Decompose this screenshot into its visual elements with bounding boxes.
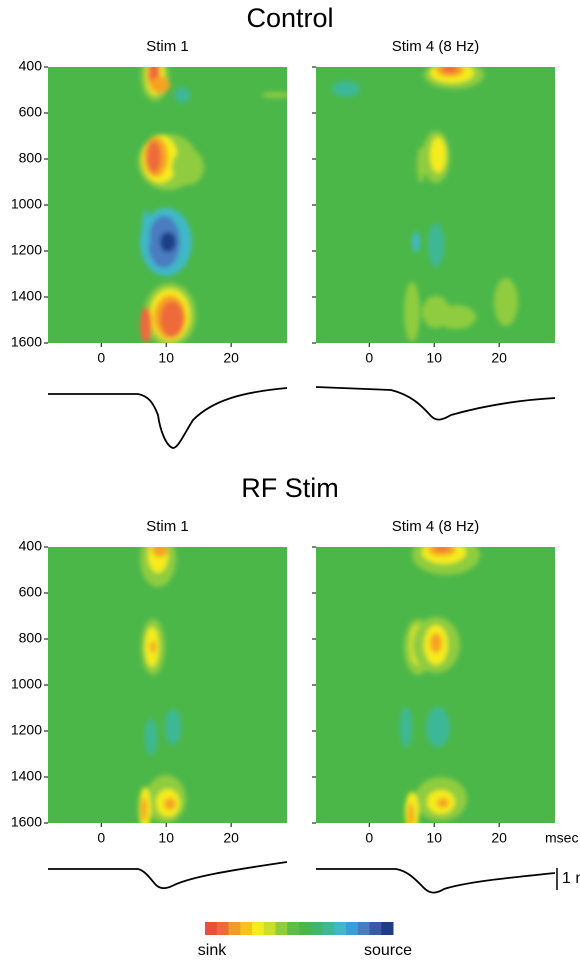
contour-field [150, 77, 170, 93]
y-tick-label: 1400 [11, 768, 42, 784]
panel-title: Stim 1 [146, 38, 189, 55]
scale-bar-label: 1 mV [562, 870, 580, 887]
colorbar-swatch [263, 922, 276, 935]
colorbar-swatch [240, 922, 253, 935]
x-tick-label: 20 [491, 830, 507, 846]
contour-fields [400, 547, 480, 823]
panel-title: Stim 4 (8 Hz) [392, 38, 480, 55]
contour-field [430, 633, 442, 653]
contour-field [434, 547, 450, 551]
contour-field [404, 282, 420, 342]
contour-field [160, 232, 176, 252]
colorbar-swatch [381, 922, 394, 935]
y-tick-label: 800 [19, 150, 43, 166]
x-tick-label: 20 [491, 350, 507, 366]
y-tick-label: 1200 [11, 242, 42, 258]
y-tick-label: 400 [19, 538, 43, 554]
contour-field [412, 232, 420, 252]
y-tick-label: 1200 [11, 722, 42, 738]
y-tick-label: 1600 [11, 334, 42, 350]
panel-title: Stim 1 [146, 518, 189, 535]
contour-field [141, 797, 147, 821]
contour-field [147, 141, 161, 173]
colorbar-swatch [357, 922, 370, 935]
contour-field [437, 798, 449, 808]
colorbar-swatch [310, 922, 323, 935]
x-tick-label: 20 [223, 350, 239, 366]
contour-field [152, 547, 168, 557]
contour-field [142, 210, 150, 254]
contour-field [140, 307, 152, 343]
x-tick-label: 10 [158, 350, 174, 366]
colorbar-swatch [205, 922, 218, 935]
contour-map [316, 67, 555, 343]
colorbar-swatch [369, 922, 382, 935]
contour-field [408, 803, 414, 823]
y-tick-label: 600 [19, 104, 43, 120]
contour-field [428, 223, 444, 267]
x-tick-label: 20 [223, 830, 239, 846]
colorbar-swatch [287, 922, 300, 935]
contour-field [262, 92, 287, 98]
field-potential-trace [48, 861, 288, 890]
x-tick-label: 0 [365, 830, 373, 846]
contour-field [417, 147, 425, 183]
colorbar-swatch [216, 922, 229, 935]
contour-fields [332, 67, 518, 342]
x-tick-label: 0 [97, 830, 105, 846]
contour-map [48, 67, 287, 343]
y-tick-label: 1600 [11, 814, 42, 830]
colorbar-label: source [364, 942, 412, 959]
x-tick-label: 0 [365, 350, 373, 366]
contour-field [426, 707, 450, 747]
contour-field [165, 709, 181, 745]
contour-field [442, 67, 458, 73]
group-title: RF Stim [241, 473, 339, 503]
colorbar-swatch [334, 922, 347, 935]
x-axis-label: msec [545, 830, 578, 846]
colorbar-swatch [299, 922, 312, 935]
y-tick-label: 600 [19, 584, 43, 600]
contour-field [494, 278, 518, 326]
colorbar-swatch [275, 922, 288, 935]
contour-field [160, 301, 184, 337]
group-title: Control [246, 3, 333, 33]
contour-map [48, 547, 287, 823]
contour-field [150, 641, 156, 653]
colorbar-swatch [228, 922, 241, 935]
contour-field [145, 719, 157, 755]
contour-fields [139, 547, 186, 823]
field-potential-trace [315, 386, 556, 421]
y-tick-label: 1000 [11, 676, 42, 692]
contour-background [316, 547, 555, 823]
contour-field [332, 81, 360, 97]
x-tick-label: 10 [158, 830, 174, 846]
colorbar-label: sink [198, 942, 227, 959]
y-tick-label: 1400 [11, 288, 42, 304]
contour-field [172, 149, 204, 185]
y-tick-label: 1000 [11, 196, 42, 212]
colorbar-swatch [346, 922, 359, 935]
x-tick-label: 10 [426, 830, 442, 846]
y-tick-label: 800 [19, 630, 43, 646]
contour-field [174, 87, 190, 103]
panel-title: Stim 4 (8 Hz) [392, 518, 480, 535]
contour-fields [138, 67, 287, 343]
colorbar-swatch [252, 922, 265, 935]
colorbar-swatch [322, 922, 335, 935]
x-tick-label: 0 [97, 350, 105, 366]
contour-field [400, 707, 412, 747]
x-tick-label: 10 [426, 350, 442, 366]
field-potential-trace [48, 387, 288, 449]
field-potential-trace [316, 868, 556, 894]
contour-field [430, 137, 446, 173]
contour-field [436, 305, 476, 329]
contour-map [316, 547, 555, 823]
y-tick-label: 400 [19, 58, 43, 74]
contour-field [164, 798, 176, 810]
